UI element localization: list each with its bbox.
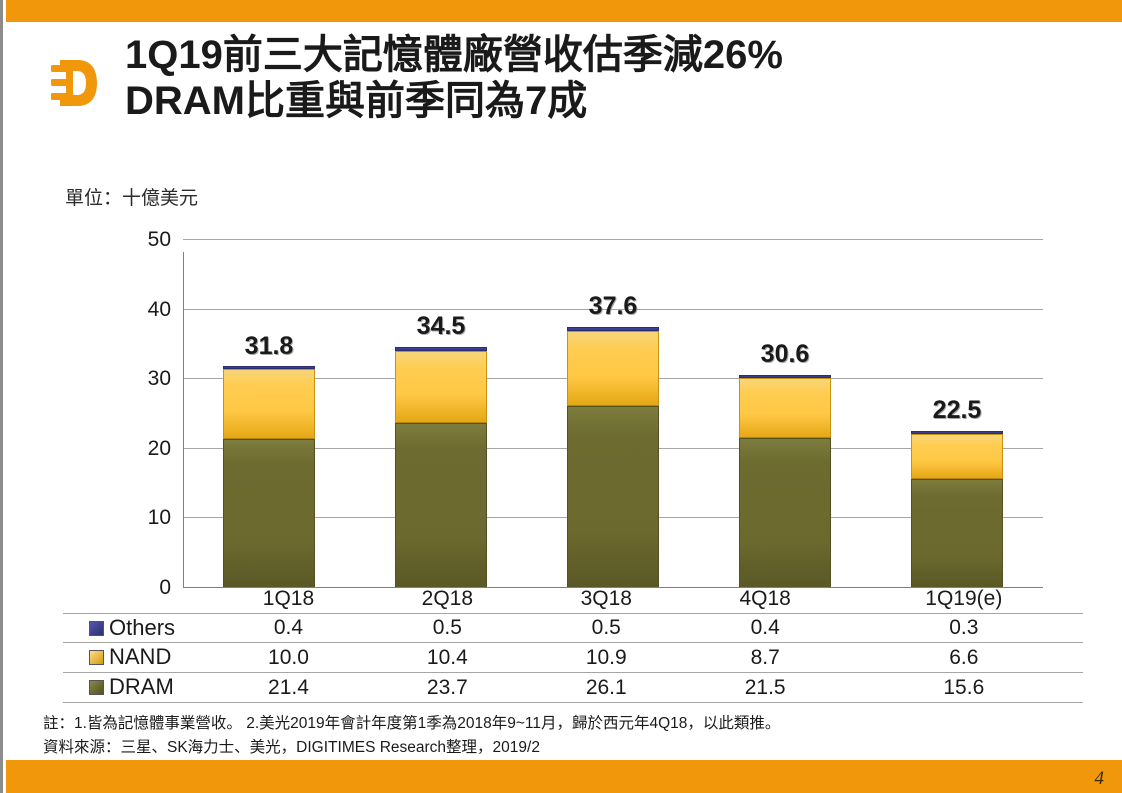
stacked-bar[interactable]: 22.5 [911,396,1003,588]
page-title-line-2: DRAM比重與前季同為7成 [125,79,588,124]
table-cell-dram-1Q19(e): 15.6 [844,672,1083,704]
bottom-accent-bar [6,760,1122,793]
table-column-header-4Q18: 4Q18 [739,587,791,610]
legend-swatch-nand-icon [89,650,104,666]
bar-total-label-1Q19(e): 22.5 [932,396,982,425]
bar-total-label-4Q18: 30.6 [760,340,810,369]
y-axis-tick-50: 50 [147,228,171,251]
bar-total-label-3Q18: 37.6 [588,292,638,320]
bar-segment-nand[interactable] [911,433,1003,480]
bar-segment-nand[interactable] [395,350,487,424]
bar-segment-dram[interactable] [567,406,659,588]
bar-segment-others[interactable] [739,374,831,378]
bar-segment-dram[interactable] [223,439,315,588]
y-axis-tick-40: 40 [147,297,171,321]
table-cell-others-1Q19(e): 0.3 [844,612,1083,644]
y-axis-tick-10: 10 [147,506,171,530]
footnote-1: 註：1.皆為記憶體事業營收。 2.美光2019年會計年度第1季為2018年9~1… [43,715,781,732]
table-cell-nand-4Q18: 8.7 [685,642,845,674]
table-column-header-3Q18: 3Q18 [580,587,632,610]
table-row: DRAM 21.4 23.7 26.1 21.5 15.6 [63,672,1083,704]
table-cell-nand-3Q18: 10.9 [526,642,686,674]
bar-column-1Q19(e)[interactable]: 22.5 [871,240,1043,588]
table-cell-nand-2Q18: 10.4 [367,642,527,674]
bar-segment-others[interactable] [911,430,1003,434]
table-row: Others 0.4 0.5 0.5 0.4 0.3 [63,612,1083,644]
bar-column-3Q18[interactable]: 37.6 [527,240,699,588]
legend-label-dram: DRAM [109,674,174,700]
stacked-bar[interactable]: 34.5 [395,312,487,588]
table-corner-cell [63,585,209,613]
bar-segment-others[interactable] [567,327,659,331]
table-header-row: 1Q18 2Q18 3Q18 4Q18 1Q19(e) [63,585,1083,613]
footnotes: 註：1.皆為記憶體事業營收。 2.美光2019年會計年度第1季為2018年9~1… [43,712,1093,760]
stacked-bar[interactable]: 30.6 [739,340,831,588]
digitimes-logo-icon [40,52,102,114]
gridline-40 [183,308,1043,310]
stacked-bar[interactable]: 31.8 [223,332,315,588]
table-row: NAND 10.0 10.4 10.9 8.7 6.6 [63,642,1083,674]
bar-total-label-1Q18: 31.8 [244,331,294,360]
legend-item-dram[interactable]: DRAM [63,672,209,704]
legend-swatch-others-icon [89,620,104,636]
gridline-50 [183,239,1043,240]
bar-segment-nand[interactable] [739,377,831,439]
bar-column-4Q18[interactable]: 30.6 [699,240,871,588]
footnote-2: 資料來源：三星、SK海力士、美光，DIGITIMES Research整理，20… [43,739,540,757]
legend-item-nand[interactable]: NAND [63,642,209,674]
x-axis-line [183,587,1043,588]
bar-segment-nand[interactable] [223,369,315,440]
table-cell-others-2Q18: 0.5 [367,612,527,644]
page-title: 1Q19前三大記憶體廠營收估季減26% DRAM比重與前季同為7成 [125,32,1025,125]
bar-segment-others[interactable] [223,366,315,370]
bar-segment-dram[interactable] [395,423,487,588]
bar-column-1Q18[interactable]: 31.8 [183,240,355,588]
table-cell-others-4Q18: 0.4 [685,612,845,644]
bar-segment-dram[interactable] [911,479,1003,588]
legend-label-others: Others [109,614,176,640]
chart-data-table: 1Q18 2Q18 3Q18 4Q18 1Q19(e) Others 0.4 0.5 0.5 0.… [63,585,1083,704]
page-number: 4 [1094,768,1105,789]
top-accent-bar [6,0,1122,22]
table-column-header-2Q18: 2Q18 [421,587,474,610]
chart-plot: 0 10 20 30 40 50 31.8 34.5 37.6 30.6 22.5 [148,228,1043,599]
table-cell-nand-1Q19(e): 6.6 [844,642,1083,674]
table-column-header-1Q19(e): 1Q19(e) [925,587,1003,610]
chart-area: 0 10 20 30 40 50 31.8 34.5 37.6 30.6 22.5 [63,228,1083,599]
bar-column-2Q18[interactable]: 34.5 [355,240,527,588]
table-cell-dram-4Q18: 21.5 [685,672,845,704]
table-column-header-1Q18: 1Q18 [262,587,315,610]
bar-segment-nand[interactable] [567,330,659,407]
y-axis-line [183,252,184,588]
chart-bars: 31.8 34.5 37.6 30.6 22.5 [183,240,1043,588]
legend-label-nand: NAND [109,644,172,670]
table-cell-dram-3Q18: 26.1 [526,672,686,704]
table-cell-others-1Q18: 0.4 [209,612,368,644]
table-cell-nand-1Q18: 10.0 [209,642,368,674]
y-axis-tick-30: 30 [147,367,171,391]
table-cell-dram-2Q18: 23.7 [367,672,527,704]
bar-segment-others[interactable] [395,347,487,351]
legend-item-others[interactable]: Others [63,612,209,644]
table-cell-dram-1Q18: 21.4 [209,672,368,704]
bar-total-label-2Q18: 34.5 [416,312,466,341]
legend-swatch-dram-icon [89,680,104,696]
y-axis-tick-0: 0 [159,576,171,599]
stacked-bar[interactable]: 37.6 [567,292,659,588]
chart-unit-label: 單位：十億美元 [65,188,199,209]
page-title-line-1: 1Q19前三大記憶體廠營收估季減26% [125,33,783,77]
table-cell-others-3Q18: 0.5 [526,612,686,644]
y-axis-tick-20: 20 [147,436,171,460]
bar-segment-dram[interactable] [739,438,831,588]
